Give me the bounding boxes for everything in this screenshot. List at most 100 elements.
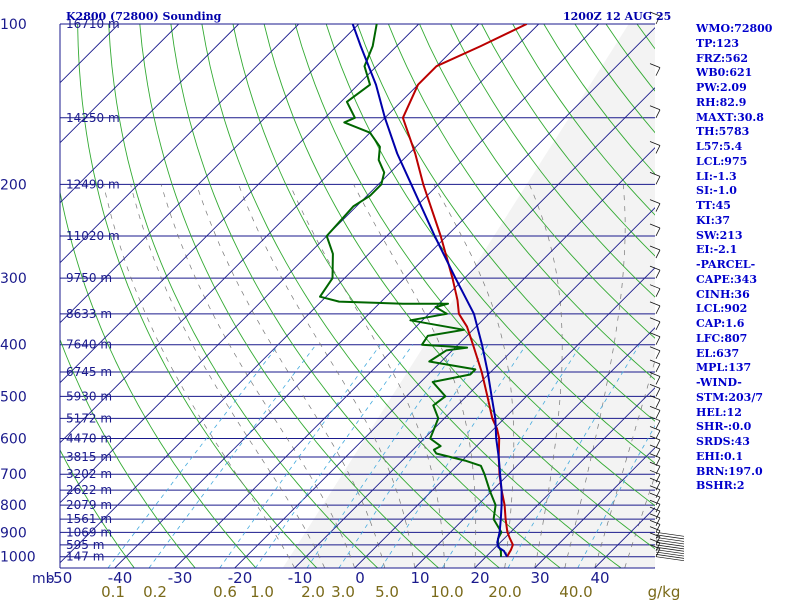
moist-adiabat [160,184,356,568]
index-item: L57:5.4 [696,140,743,153]
wind-barb-flag [649,245,661,251]
pressure-tick-label: 700 [0,467,27,483]
isotherm-line [234,147,655,568]
wind-barb-staff [655,336,661,345]
height-label: 5172 m [66,411,112,425]
wind-barb-staff [655,399,661,408]
height-label: 3202 m [66,467,112,481]
mixing-ratio-lines [107,344,655,568]
wind-barb-flag [649,492,661,498]
mixing-ratio-line [255,344,414,568]
wind-barb-staff [655,554,685,559]
dry-adiabat [201,24,561,568]
indices-panel: WMO:72800 TP:123 FRZ:562 WB0:621 PW:2.09 RH:8… [696,22,800,522]
isotherm-line [60,24,480,444]
isotherm-line [534,447,655,568]
dry-adiabat [419,24,655,339]
wind-barb-staff [655,544,685,550]
dry-adiabat [139,24,439,568]
wind-barb-staff [655,350,661,359]
isotherm-line [474,387,655,568]
isotherm-line [60,24,420,384]
dry-adiabat [356,24,655,422]
wind-barb-flag [649,406,661,411]
index-item: WMO:72800 [696,22,773,35]
index-item: SI:-1.0 [696,184,737,198]
index-item: MPL:137 [696,361,752,375]
isobars [60,23,655,569]
height-label: 2622 m [66,483,112,497]
wind-barb-staff [655,510,661,520]
moist-adiabat [353,184,477,568]
isotherm-line [414,327,655,568]
wind-barb-staff [655,321,661,330]
parcel-path [351,24,508,558]
index-item: SRDS:43 [696,435,750,448]
wind-barb-flag [649,171,661,177]
index-item: WB0:621 [696,66,753,80]
wind-barb-flag [649,199,661,204]
isotherm-line [0,24,59,568]
pressure-tick-label: 200 [0,177,27,193]
mixing-ratio-tick-label: 0.2 [143,583,167,600]
height-label: 147 m [66,550,104,564]
temperature-tick-label: 10 [410,569,429,587]
wind-barb-flag [649,532,661,538]
station-title: K2800 (72800) Sounding [66,10,222,23]
mixing-ratio-tick-label: 3.0 [331,583,355,600]
wind-barb-staff [655,109,661,118]
height-label: 2079 m [66,498,112,512]
pressure-tick-label: 600 [0,432,27,448]
isotherm-line [60,24,360,324]
isotherm-line [294,207,655,568]
isotherms [0,24,655,568]
wind-barb-staff [655,410,661,419]
index-item: CAP:1.6 [696,317,745,330]
wind-barb-flag [649,301,661,307]
index-item: EI:-2.1 [696,243,738,257]
wind-barb-staff [655,489,661,498]
mixing-ratio-tick-label: 5.0 [375,583,399,600]
mixing-ratio-line [107,344,279,568]
sounding-series [319,24,528,558]
wind-barb-flag [649,461,661,467]
temperature-tick-label: -40 [108,569,133,587]
wind-barb-staff [655,203,661,212]
index-item: BSHR:2 [696,479,745,493]
wind-barb-staff [655,556,685,562]
height-label: 1561 m [66,512,112,526]
wind-barb-flag [649,506,661,512]
height-label: 8633 m [66,307,112,321]
wind-barb-flag [649,544,661,550]
sounding-time: 1200Z 12 AUG 25 [563,10,671,23]
pressure-tick-label: 800 [0,498,27,514]
mixing-ratio-tick-label: 1.0 [250,583,274,600]
dry-adiabat [481,24,655,257]
wind-barb-staff [655,176,661,185]
wind-barb-flag [649,383,661,389]
dry-adiabat [60,338,196,568]
isotherm-line [60,24,240,204]
index-item: RH:82.9 [696,95,747,109]
index-item: TH:5783 [696,125,750,139]
index-item: EHI:0.1 [696,449,744,463]
mixing-ratio-line [507,344,640,568]
mixing-ratio-tick-label: 0.1 [101,583,125,600]
index-item: LFC:807 [696,331,748,345]
wind-barb-flag [649,538,661,544]
wind-barb-flag [649,359,661,365]
wind-barb-flag [649,395,661,401]
wind-barb-staff [655,227,661,237]
index-item: CINH:36 [696,287,750,301]
wind-barb-staff [655,524,661,533]
wind-barb-staff [655,504,661,513]
moist-adiabat [564,184,626,568]
wind-barb-staff [655,546,685,552]
moist-adiabat [289,184,446,568]
index-item: LCL:975 [696,154,748,168]
index-item: LCL:902 [696,302,748,316]
index-item: PW:2.09 [696,81,747,94]
moist-adiabat [624,474,655,568]
temperature-tick-label: -30 [168,569,193,587]
mixing-ratio-tick-label: g/kg [648,583,681,600]
